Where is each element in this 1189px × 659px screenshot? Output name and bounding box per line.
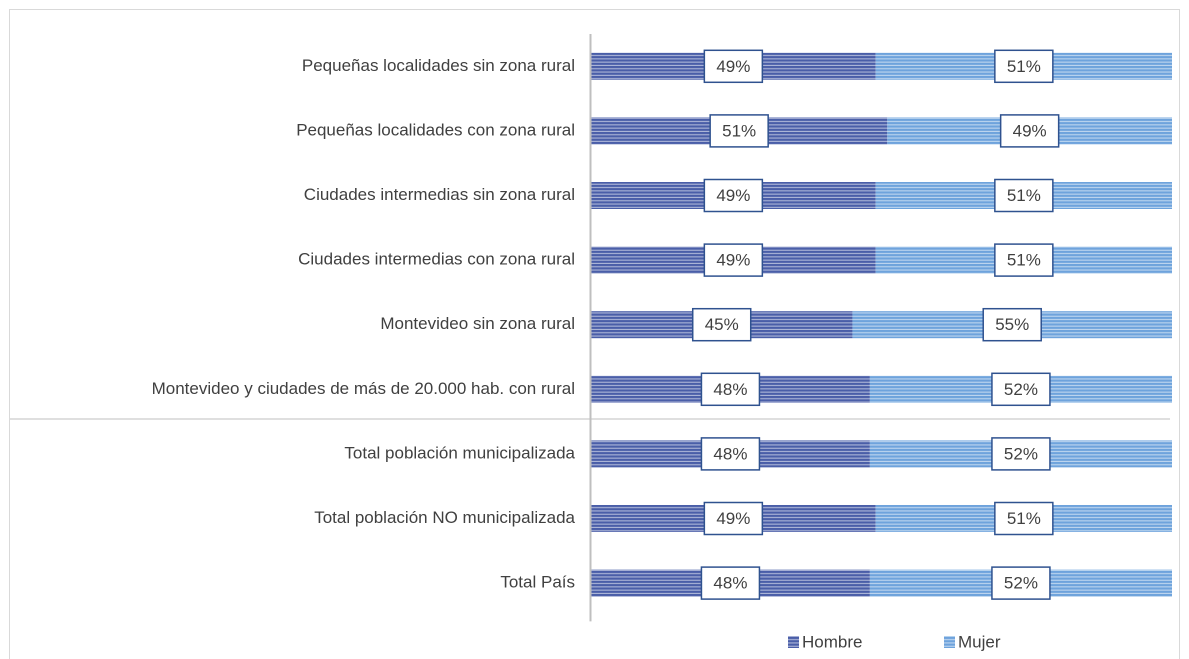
data-label-box [691,307,752,342]
data-label-box [994,49,1054,84]
y-tick-label: Pequeñas localidades con zona rural [296,120,575,139]
legend-swatch [944,636,955,648]
chart-border [9,9,1180,659]
data-label-box [991,437,1051,471]
data-label-box [703,49,764,84]
y-tick-label: Total población NO municipalizada [314,508,575,527]
y-tick-label: Montevideo sin zona rural [380,314,575,333]
data-label-box [991,566,1051,600]
data-label: 48% [713,380,747,399]
data-label: 52% [1004,380,1038,399]
data-label: 49% [716,57,750,76]
data-label-box [703,501,764,536]
data-label-box [703,178,764,213]
y-tick-label: Total población municipalizada [344,443,575,462]
data-label: 55% [995,315,1029,334]
data-label-box [994,501,1054,536]
data-label-box [994,178,1054,213]
legend-swatch [788,636,799,648]
data-label: 51% [722,121,756,140]
data-label: 49% [716,509,750,528]
data-label: 52% [1004,574,1038,593]
data-label: 51% [1007,57,1041,76]
data-label: 49% [716,251,750,270]
data-label-box [700,437,761,471]
y-tick-label: Total País [500,573,575,592]
y-tick-label: Ciudades intermedias con zona rural [298,250,575,269]
data-label-box [703,243,764,277]
data-label-box [700,566,761,600]
data-label: 48% [713,444,747,463]
legend-label: Mujer [958,632,1001,651]
data-label-box [999,114,1060,148]
data-label-box [709,114,769,148]
data-label-box [991,372,1051,407]
data-label: 51% [1007,251,1041,270]
data-label-box [994,243,1054,277]
y-tick-label: Montevideo y ciudades de más de 20.000 h… [152,379,575,398]
data-label: 52% [1004,444,1038,463]
data-label: 45% [705,315,739,334]
y-tick-label: Ciudades intermedias sin zona rural [304,185,575,204]
data-label: 49% [1013,121,1047,140]
data-label-box [700,372,761,407]
data-label: 49% [716,186,750,205]
data-label-box [982,307,1042,342]
data-label: 48% [713,574,747,593]
data-label: 51% [1007,509,1041,528]
data-label: 51% [1007,186,1041,205]
legend-label: Hombre [802,632,862,651]
y-tick-label: Pequeñas localidades sin zona rural [302,56,575,75]
